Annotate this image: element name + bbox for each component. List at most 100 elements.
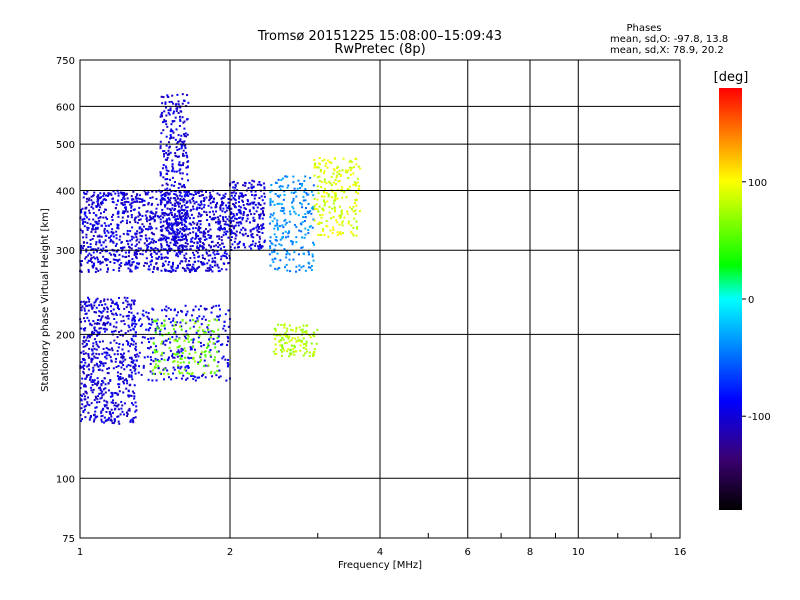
data-point bbox=[149, 216, 152, 219]
data-point bbox=[238, 211, 241, 214]
data-point bbox=[173, 209, 176, 212]
data-point bbox=[97, 247, 100, 250]
data-point bbox=[310, 212, 313, 215]
data-point bbox=[224, 358, 227, 361]
data-point bbox=[173, 356, 176, 359]
data-point bbox=[127, 409, 130, 412]
data-point bbox=[174, 207, 177, 210]
data-point bbox=[307, 193, 310, 196]
data-point bbox=[186, 156, 189, 159]
data-point bbox=[107, 193, 110, 196]
data-point bbox=[250, 183, 253, 186]
data-point bbox=[191, 265, 194, 268]
data-point bbox=[217, 222, 220, 225]
data-point bbox=[95, 329, 98, 332]
data-point bbox=[275, 352, 278, 355]
data-point bbox=[185, 217, 188, 220]
data-point bbox=[105, 264, 108, 267]
data-point bbox=[195, 200, 198, 203]
data-point bbox=[282, 209, 285, 212]
data-point bbox=[189, 319, 192, 322]
data-point bbox=[191, 236, 194, 239]
data-point bbox=[163, 327, 166, 330]
data-point bbox=[213, 264, 216, 267]
data-point bbox=[90, 257, 93, 260]
data-point bbox=[205, 213, 208, 216]
data-point bbox=[103, 229, 106, 232]
data-point bbox=[149, 242, 152, 245]
data-point bbox=[149, 225, 152, 228]
data-point bbox=[184, 304, 187, 307]
data-point bbox=[105, 347, 108, 350]
data-point bbox=[342, 157, 345, 160]
data-point bbox=[336, 197, 339, 200]
data-point bbox=[208, 320, 211, 323]
data-point bbox=[112, 201, 115, 204]
data-point bbox=[176, 253, 179, 256]
data-point bbox=[134, 216, 137, 219]
data-point bbox=[218, 237, 221, 240]
data-point bbox=[105, 357, 108, 360]
data-point bbox=[190, 373, 193, 376]
data-point bbox=[207, 259, 210, 262]
data-point bbox=[197, 361, 200, 364]
data-point bbox=[178, 182, 181, 185]
data-point bbox=[355, 184, 358, 187]
data-point bbox=[156, 257, 159, 260]
data-point bbox=[127, 267, 130, 270]
data-point bbox=[93, 347, 96, 350]
data-point bbox=[251, 179, 254, 182]
data-point bbox=[130, 195, 133, 198]
data-point bbox=[110, 418, 113, 421]
data-point bbox=[90, 305, 93, 308]
data-point bbox=[241, 199, 244, 202]
data-point bbox=[219, 314, 222, 317]
data-point bbox=[177, 232, 180, 235]
data-point bbox=[182, 234, 185, 237]
data-point bbox=[196, 267, 199, 270]
data-point bbox=[316, 222, 319, 225]
data-point bbox=[162, 176, 165, 179]
data-point bbox=[81, 403, 84, 406]
data-point bbox=[279, 188, 282, 191]
data-point bbox=[100, 318, 103, 321]
data-point bbox=[218, 229, 221, 232]
data-point bbox=[250, 193, 253, 196]
data-point bbox=[182, 162, 185, 165]
data-point bbox=[135, 349, 138, 352]
data-point bbox=[188, 357, 191, 360]
data-point bbox=[164, 203, 167, 206]
data-point bbox=[84, 327, 87, 330]
data-point bbox=[269, 236, 272, 239]
data-point bbox=[112, 258, 115, 261]
data-point bbox=[87, 270, 90, 273]
data-point bbox=[340, 190, 343, 193]
data-point bbox=[119, 247, 122, 250]
data-point bbox=[340, 209, 343, 212]
data-point bbox=[165, 305, 168, 308]
data-point bbox=[174, 233, 177, 236]
data-point bbox=[84, 312, 87, 315]
data-point bbox=[174, 269, 177, 272]
data-point bbox=[176, 155, 179, 158]
data-point bbox=[185, 365, 188, 368]
data-point bbox=[214, 356, 217, 359]
data-point bbox=[190, 193, 193, 196]
data-point bbox=[124, 251, 127, 254]
data-point bbox=[162, 378, 165, 381]
data-point bbox=[244, 208, 247, 211]
data-point bbox=[287, 235, 290, 238]
data-point bbox=[331, 190, 334, 193]
data-point bbox=[344, 170, 347, 173]
data-point bbox=[185, 314, 188, 317]
data-point bbox=[307, 261, 310, 264]
data-point bbox=[127, 395, 130, 398]
data-point bbox=[186, 212, 189, 215]
data-point bbox=[192, 375, 195, 378]
data-point bbox=[206, 262, 209, 265]
data-point bbox=[339, 233, 342, 236]
data-point bbox=[93, 399, 96, 402]
data-point bbox=[129, 305, 132, 308]
data-point bbox=[250, 190, 253, 193]
data-point bbox=[301, 331, 304, 334]
